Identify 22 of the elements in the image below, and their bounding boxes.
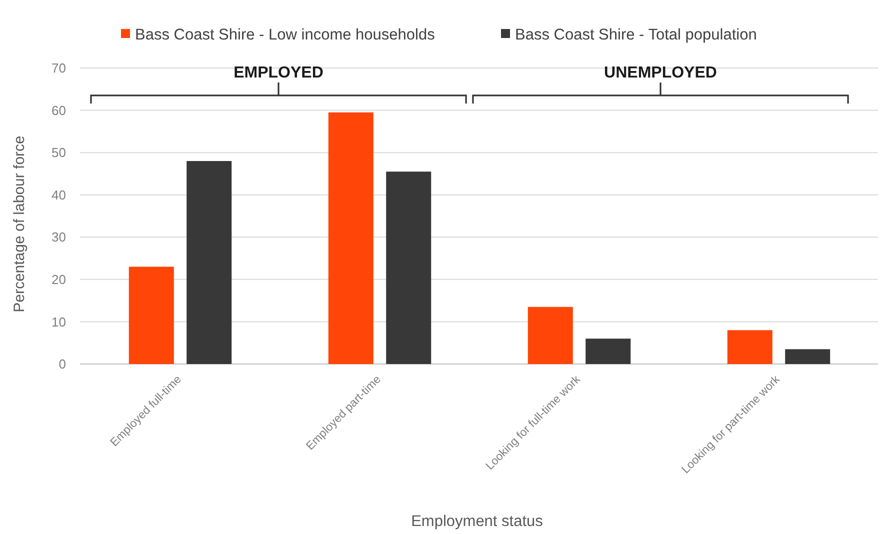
y-tick-label: 0 (58, 356, 66, 372)
y-tick-label: 30 (52, 230, 66, 245)
annotation: EMPLOYED (234, 64, 324, 82)
bar (785, 349, 830, 364)
bar (586, 338, 631, 364)
y-tick-label: 20 (52, 272, 66, 287)
bar (328, 112, 374, 364)
annotation: UNEMPLOYED (604, 64, 717, 82)
bar (128, 266, 174, 364)
y-tick-label: 60 (52, 102, 66, 118)
bar (386, 172, 432, 364)
y-tick-label: 70 (52, 60, 66, 76)
bar (727, 330, 772, 364)
legend-label: Bass Coast Shire - Low income households (135, 26, 436, 44)
bar (186, 161, 232, 364)
y-axis-title: Percentage of labour force (11, 136, 28, 312)
legend-label: Bass Coast Shire - Total population (515, 26, 757, 44)
y-tick-label: 50 (52, 145, 66, 160)
bar (528, 306, 573, 364)
x-axis-title: Employment status (411, 513, 544, 530)
y-tick-label: 10 (52, 314, 66, 330)
y-tick-label: 40 (52, 187, 66, 202)
